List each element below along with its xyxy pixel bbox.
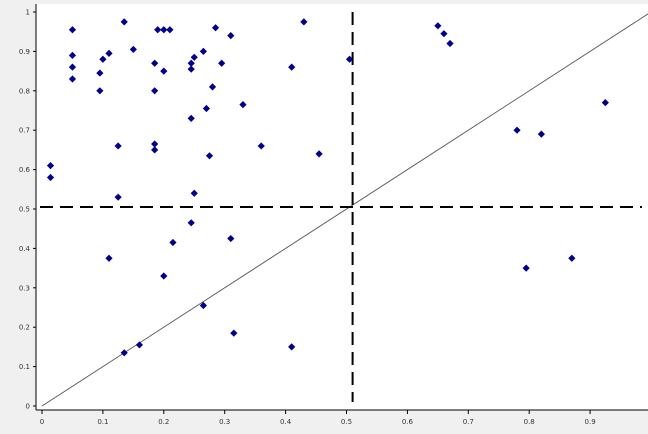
data-point (522, 264, 530, 272)
data-point (568, 254, 576, 262)
x-tick-label: 0.3 (219, 418, 230, 426)
data-point (68, 51, 77, 59)
data-point (187, 219, 195, 227)
diagonal-reference-line (41, 13, 648, 407)
y-tick-label: 0.9 (19, 48, 30, 56)
data-point (114, 193, 122, 201)
data-point (96, 87, 104, 95)
data-point (99, 55, 107, 63)
data-point (68, 63, 77, 71)
y-tick-label: 0.4 (19, 245, 31, 253)
data-point (166, 26, 174, 34)
data-point (151, 59, 159, 67)
data-point (120, 18, 128, 26)
data-point (315, 150, 323, 158)
data-point (114, 142, 122, 150)
data-point (105, 254, 113, 262)
data-point (230, 329, 238, 337)
y-tick-label: 0.7 (19, 127, 30, 135)
x-tick-label: 0.5 (341, 418, 352, 426)
data-point (160, 67, 168, 75)
x-tick-label: 0.8 (524, 418, 535, 426)
data-point (190, 53, 198, 61)
y-tick-label: 0.3 (19, 284, 30, 292)
x-tick-label: 0.2 (158, 418, 169, 426)
data-point (440, 30, 448, 38)
data-point (601, 99, 609, 107)
data-point (257, 142, 265, 150)
data-point (205, 152, 214, 160)
data-point (211, 24, 220, 32)
y-tick-label: 0.1 (19, 363, 30, 371)
data-point (160, 272, 168, 280)
data-point (288, 343, 296, 351)
data-point (68, 26, 77, 34)
y-tick-label: 0.2 (19, 324, 30, 332)
data-point (129, 45, 137, 54)
data-point (151, 87, 159, 95)
data-point (151, 140, 159, 148)
data-point (434, 22, 442, 30)
data-point (190, 189, 198, 197)
x-tick-label: 0.4 (280, 418, 292, 426)
data-point (537, 130, 545, 138)
reference-lines (40, 12, 648, 407)
data-point (300, 18, 308, 26)
data-point (187, 114, 195, 122)
data-point (187, 59, 195, 67)
data-point (160, 26, 168, 34)
data-point (218, 59, 226, 67)
x-tick-label: 0.7 (463, 418, 474, 426)
data-point (120, 349, 128, 357)
y-tick-label: 0 (26, 403, 30, 411)
data-point (345, 55, 354, 63)
data-point (154, 26, 162, 34)
data-point (199, 301, 207, 310)
data-point (96, 69, 104, 77)
data-point (202, 104, 211, 113)
y-tick-label: 1 (26, 9, 30, 17)
x-tick-label: 0.9 (585, 418, 596, 426)
data-point (187, 65, 195, 73)
x-tick-label: 0.1 (97, 418, 108, 426)
data-point (68, 75, 77, 83)
data-point (208, 83, 217, 91)
data-point (151, 146, 159, 154)
data-point (169, 238, 177, 247)
y-axis-ticks: 0 0.1 0.2 0.3 0.4 0.5 0.6 0.7 0.8 0.9 1 (19, 9, 36, 411)
data-point (46, 162, 55, 170)
y-tick-label: 0.6 (19, 166, 31, 174)
x-tick-label: 0 (40, 418, 44, 426)
data-point (135, 341, 144, 349)
data-point (227, 32, 235, 40)
data-point (239, 100, 247, 109)
y-tick-label: 0.5 (19, 206, 30, 214)
data-point (46, 173, 55, 182)
data-point (199, 47, 207, 55)
data-point (446, 39, 454, 48)
y-tick-label: 0.8 (19, 87, 30, 95)
data-point (227, 234, 235, 243)
data-point (105, 49, 113, 57)
data-points (46, 18, 609, 357)
data-point (513, 126, 521, 134)
data-point (288, 63, 296, 71)
x-axis-ticks: 0 0.1 0.2 0.3 0.4 0.5 0.6 0.7 0.8 0.9 (40, 410, 596, 426)
x-tick-label: 0.6 (402, 418, 414, 426)
